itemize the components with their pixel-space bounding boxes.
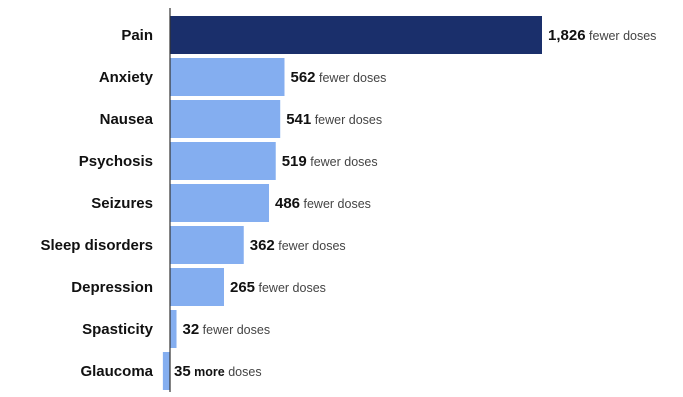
- value-number-pain: 1,826: [548, 27, 586, 44]
- category-label-spasticity: Spasticity: [82, 321, 154, 338]
- value-direction-sleep-disorders: fewer: [275, 239, 309, 253]
- category-label-depression: Depression: [71, 279, 153, 296]
- category-label-anxiety: Anxiety: [99, 69, 154, 86]
- category-label-nausea: Nausea: [100, 111, 154, 128]
- value-direction-psychosis: fewer: [307, 155, 341, 169]
- value-unit-seizures: doses: [334, 197, 371, 211]
- value-number-psychosis: 519: [282, 153, 307, 170]
- bar-sleep-disorders: [170, 226, 244, 264]
- category-label-seizures: Seizures: [91, 195, 153, 212]
- value-direction-spasticity: fewer: [199, 323, 233, 337]
- value-unit-spasticity: doses: [233, 323, 270, 337]
- value-label-pain: 1,826 fewer doses: [548, 27, 656, 44]
- value-direction-glaucoma: more: [191, 365, 225, 379]
- value-unit-psychosis: doses: [341, 155, 378, 169]
- value-direction-depression: fewer: [255, 281, 289, 295]
- bar-depression: [170, 268, 224, 306]
- category-labels-group: Pain Anxiety Nausea Psychosis Seizures Sleep …: [40, 27, 153, 380]
- value-direction-anxiety: fewer: [316, 71, 350, 85]
- value-number-seizures: 486: [275, 195, 300, 212]
- value-number-sleep-disorders: 362: [250, 237, 275, 254]
- value-direction-nausea: fewer: [311, 113, 345, 127]
- value-direction-seizures: fewer: [300, 197, 334, 211]
- value-number-depression: 265: [230, 279, 255, 296]
- value-label-sleep-disorders: 362 fewer doses: [250, 237, 346, 254]
- value-label-depression: 265 fewer doses: [230, 279, 326, 296]
- value-direction-pain: fewer: [586, 29, 620, 43]
- value-number-spasticity: 32: [183, 321, 200, 338]
- value-label-spasticity: 32 fewer doses: [183, 321, 271, 338]
- value-number-anxiety: 562: [290, 69, 315, 86]
- value-unit-glaucoma: doses: [225, 365, 262, 379]
- category-label-sleep-disorders: Sleep disorders: [40, 237, 153, 254]
- bar-pain: [170, 16, 542, 54]
- bar-glaucoma: [162, 352, 170, 390]
- category-label-psychosis: Psychosis: [79, 153, 153, 170]
- bar-psychosis: [170, 142, 276, 180]
- category-label-pain: Pain: [121, 27, 153, 44]
- value-label-glaucoma: 35 more doses: [174, 363, 262, 380]
- bars-group: [162, 16, 542, 390]
- value-number-glaucoma: 35: [174, 363, 191, 380]
- bar-spasticity: [170, 310, 177, 348]
- bar-nausea: [170, 100, 281, 138]
- category-label-glaucoma: Glaucoma: [80, 363, 153, 380]
- value-label-seizures: 486 fewer doses: [275, 195, 371, 212]
- value-unit-nausea: doses: [345, 113, 382, 127]
- value-label-psychosis: 519 fewer doses: [282, 153, 378, 170]
- value-unit-depression: doses: [289, 281, 326, 295]
- bar-seizures: [170, 184, 270, 222]
- value-unit-pain: doses: [620, 29, 657, 43]
- value-label-nausea: 541 fewer doses: [286, 111, 382, 128]
- value-label-anxiety: 562 fewer doses: [290, 69, 386, 86]
- value-number-nausea: 541: [286, 111, 311, 128]
- value-unit-anxiety: doses: [350, 71, 387, 85]
- bar-anxiety: [170, 58, 285, 96]
- value-unit-sleep-disorders: doses: [309, 239, 346, 253]
